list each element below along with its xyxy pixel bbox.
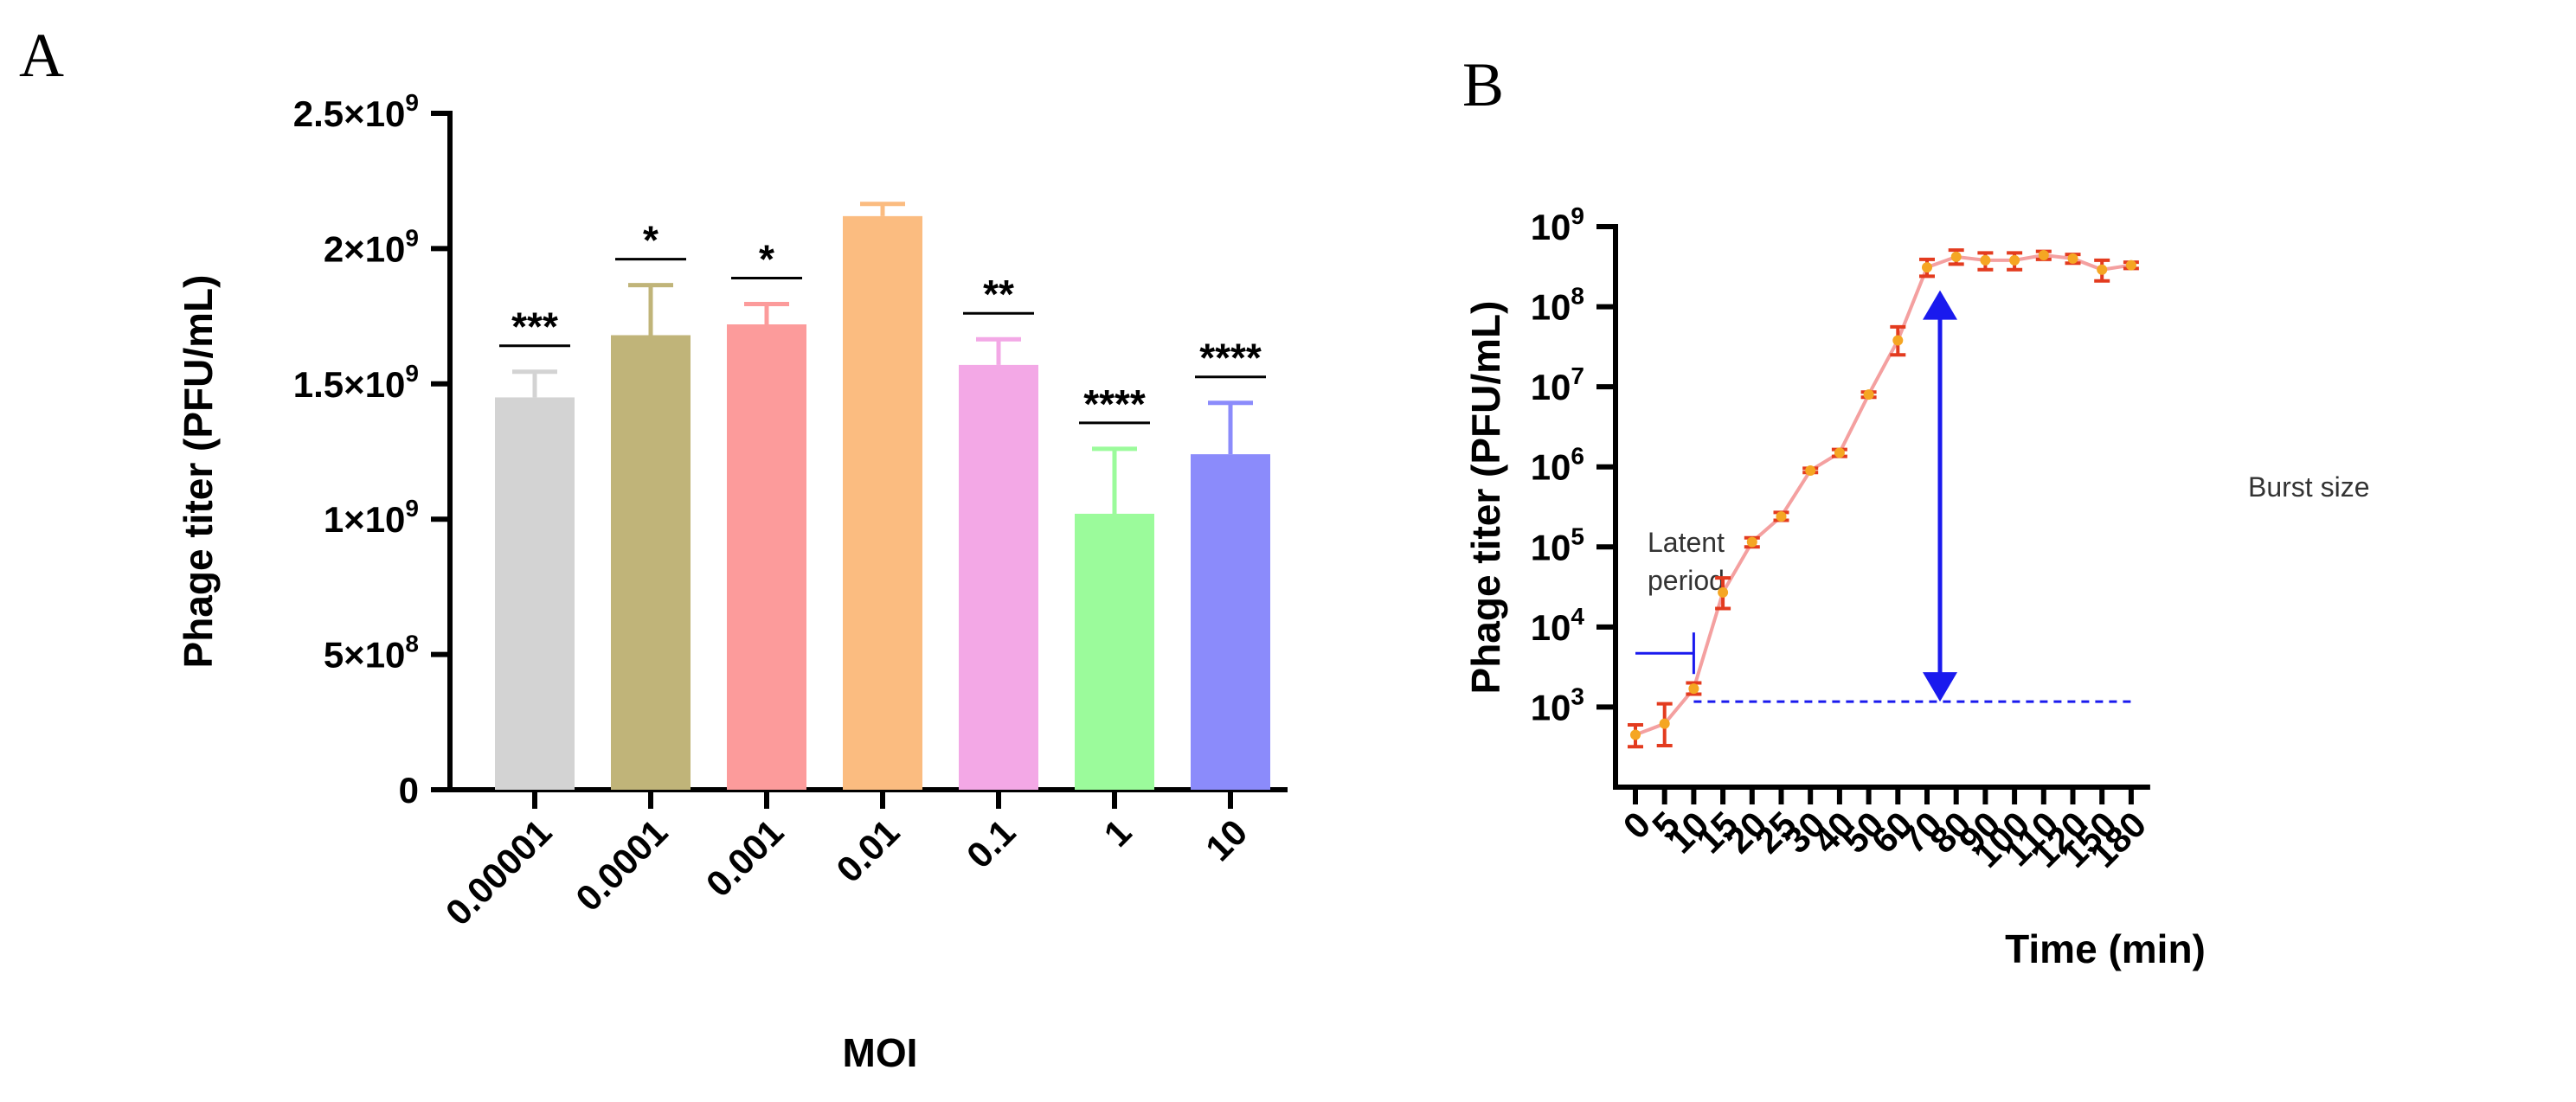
y-tick-label-b: 104 bbox=[1531, 603, 1585, 648]
y-tick-label-b-exponent: 9 bbox=[1571, 202, 1584, 229]
x-tick-label-a: 1 bbox=[1096, 811, 1140, 855]
panel-letter-b: B bbox=[1462, 50, 1504, 119]
bar-chart-panel: Phage titer (PFU/mL) MOI 05×1081×1091.5×… bbox=[176, 89, 1288, 1075]
bar bbox=[959, 364, 1038, 790]
y-tick-label-a: 0 bbox=[399, 770, 419, 810]
y-tick-label-b-base: 10 bbox=[1531, 687, 1571, 727]
significance-label: * bbox=[759, 237, 774, 282]
x-tick-label-a: 0.0001 bbox=[568, 811, 675, 919]
y-axis-title-a: Phage titer (PFU/mL) bbox=[176, 275, 221, 669]
y-tick-label-b-exponent: 6 bbox=[1571, 443, 1584, 470]
y-tick-label-a-exponent: 9 bbox=[405, 89, 419, 116]
line-chart-panel: Phage titer (PFU/mL) Time (min) 10310410… bbox=[1463, 202, 2369, 971]
series-line bbox=[1635, 253, 2132, 737]
y-tick-label-b: 105 bbox=[1531, 522, 1584, 567]
y-tick-label-b-base: 10 bbox=[1531, 367, 1571, 407]
y-tick-label-b-exponent: 5 bbox=[1571, 522, 1584, 549]
y-axis-title-b: Phage titer (PFU/mL) bbox=[1463, 301, 1508, 695]
bar bbox=[727, 324, 806, 790]
data-point bbox=[1980, 254, 1991, 266]
x-axis-title-a: MOI bbox=[843, 1030, 918, 1075]
y-tick-label-b-exponent: 4 bbox=[1571, 603, 1584, 630]
y-tick-label-a-exponent: 9 bbox=[405, 495, 419, 522]
y-tick-label-a: 1.5×109 bbox=[293, 360, 419, 405]
data-point bbox=[1659, 718, 1670, 729]
y-tick-label-a-base: 2×10 bbox=[324, 228, 406, 269]
bar bbox=[611, 335, 691, 791]
y-tick-label-b-base: 10 bbox=[1531, 207, 1571, 247]
x-tick-label-a: 0.001 bbox=[698, 811, 792, 905]
x-tick-label-a: 0.00001 bbox=[438, 811, 560, 933]
y-tick-label-a-exponent: 9 bbox=[405, 360, 419, 387]
bar bbox=[495, 397, 575, 790]
data-point bbox=[1950, 251, 1962, 262]
data-point bbox=[1630, 729, 1641, 740]
data-point bbox=[2097, 264, 2108, 275]
burst-size-arrowhead-up bbox=[1923, 290, 1957, 320]
y-tick-label-a-base: 1×10 bbox=[324, 499, 406, 540]
y-tick-label-b: 106 bbox=[1531, 443, 1584, 488]
y-tick-label-b-base: 10 bbox=[1531, 607, 1571, 648]
data-point bbox=[2067, 253, 2078, 264]
data-point bbox=[1922, 262, 1932, 273]
y-tick-label-a: 2.5×109 bbox=[293, 89, 419, 134]
significance-label: **** bbox=[1199, 336, 1262, 381]
burst-size-label: Burst size bbox=[2248, 471, 2369, 503]
data-point bbox=[2038, 250, 2049, 261]
significance-label: *** bbox=[511, 304, 558, 349]
latent-period-label: period bbox=[1648, 565, 1725, 596]
y-tick-label-a-base: 1.5×10 bbox=[293, 364, 406, 405]
y-tick-label-b-base: 10 bbox=[1531, 447, 1571, 488]
burst-size-arrowhead-down bbox=[1923, 672, 1957, 702]
y-tick-label-b-base: 10 bbox=[1531, 287, 1571, 328]
y-tick-label-b-exponent: 3 bbox=[1571, 682, 1584, 709]
y-tick-label-a: 1×109 bbox=[324, 495, 419, 540]
y-tick-label-b: 107 bbox=[1531, 362, 1584, 407]
y-tick-label-b: 103 bbox=[1531, 682, 1584, 727]
latent-period-label: Latent bbox=[1648, 527, 1725, 558]
bar bbox=[1075, 513, 1154, 790]
y-tick-label-a: 2×109 bbox=[324, 224, 419, 269]
data-point bbox=[2125, 259, 2136, 271]
y-tick-label-a-exponent: 9 bbox=[405, 224, 419, 251]
x-tick-label-a: 10 bbox=[1198, 811, 1255, 868]
data-point bbox=[1776, 511, 1787, 522]
bar bbox=[843, 215, 922, 790]
x-tick-label-a: 0.1 bbox=[959, 811, 1024, 876]
y-tick-label-a: 5×108 bbox=[324, 631, 419, 676]
significance-label: **** bbox=[1083, 381, 1146, 426]
data-point bbox=[1718, 586, 1729, 598]
data-point bbox=[1834, 447, 1845, 458]
y-tick-label-b: 109 bbox=[1531, 202, 1584, 247]
y-tick-label-a-exponent: 8 bbox=[405, 631, 419, 657]
data-point bbox=[1805, 465, 1816, 476]
y-tick-label-a-base: 0 bbox=[399, 770, 419, 810]
bar bbox=[1191, 454, 1270, 790]
data-point bbox=[1863, 389, 1874, 400]
y-tick-label-a-base: 2.5×10 bbox=[293, 93, 406, 134]
x-tick-label-a: 0.01 bbox=[828, 811, 907, 890]
panel-letter-a: A bbox=[19, 21, 64, 90]
data-point bbox=[2009, 254, 2020, 266]
data-point bbox=[1746, 536, 1757, 548]
x-axis-title-b: Time (min) bbox=[2005, 926, 2206, 971]
y-tick-label-b-exponent: 8 bbox=[1571, 283, 1584, 310]
y-tick-label-b-exponent: 7 bbox=[1571, 362, 1584, 389]
significance-label: * bbox=[643, 218, 658, 263]
significance-label: ** bbox=[983, 272, 1014, 317]
data-point bbox=[1892, 335, 1904, 346]
y-tick-label-a-base: 5×10 bbox=[324, 635, 406, 676]
y-tick-label-b-base: 10 bbox=[1531, 527, 1571, 567]
y-tick-label-b: 108 bbox=[1531, 283, 1584, 328]
data-point bbox=[1688, 683, 1699, 695]
